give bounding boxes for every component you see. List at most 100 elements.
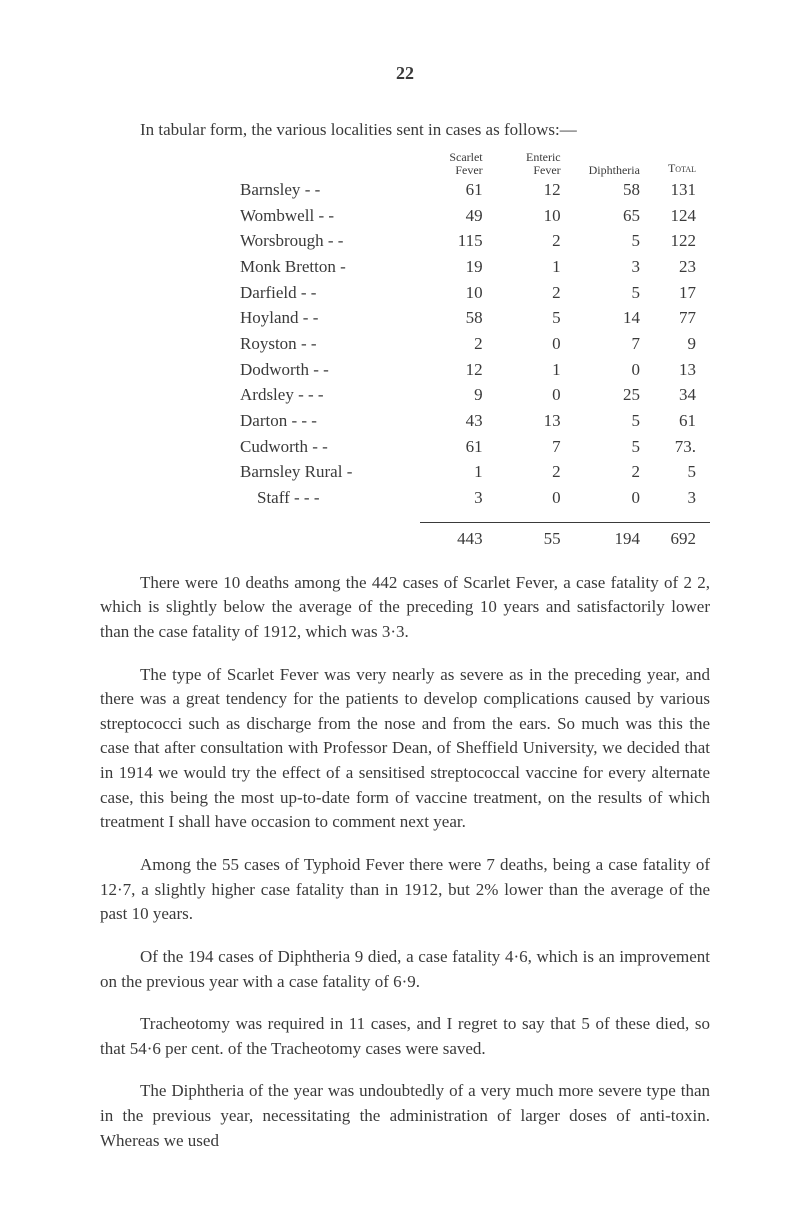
table-row: Cudworth - - 61 7 5 73. [240, 435, 710, 461]
cell-scarlet: 61 [420, 178, 497, 204]
paragraph-diphtheria: Of the 194 cases of Diphtheria 9 died, a… [100, 945, 710, 994]
cell-diphtheria: 5 [575, 281, 654, 307]
cell-scarlet: 49 [420, 204, 497, 230]
cell-grand-total: 692 [654, 522, 710, 552]
cell-enteric: 13 [497, 409, 575, 435]
table-row: Darton - - - 43 13 5 61 [240, 409, 710, 435]
cell-diphtheria: 5 [575, 229, 654, 255]
cell-total: 122 [654, 229, 710, 255]
paragraph-scarlet-fever-deaths: There were 10 deaths among the 442 cases… [100, 571, 710, 645]
cell-scarlet: 115 [420, 229, 497, 255]
cell-scarlet: 3 [420, 486, 497, 517]
table-row: Royston - - 2 0 7 9 [240, 332, 710, 358]
cell-enteric: 1 [497, 358, 575, 384]
cell-enteric-total: 55 [497, 522, 575, 552]
paragraph-typhoid: Among the 55 cases of Typhoid Fever ther… [100, 853, 710, 927]
cell-enteric: 2 [497, 460, 575, 486]
cell-enteric: 2 [497, 229, 575, 255]
localities-table: Scarlet Fever Enteric Fever Diphtheria T… [240, 151, 710, 553]
paragraph-diphtheria-severe: The Diphtheria of the year was undoubted… [100, 1079, 710, 1153]
table-row: Barnsley - - 61 12 58 131 [240, 178, 710, 204]
cell-locality: Ardsley - - - [240, 383, 420, 409]
cell-locality: Barnsley Rural - [240, 460, 420, 486]
intro-paragraph: In tabular form, the various localities … [100, 118, 710, 143]
cell-total: 9 [654, 332, 710, 358]
cell-locality: Worsbrough - - [240, 229, 420, 255]
cell-total: 17 [654, 281, 710, 307]
cell-enteric: 2 [497, 281, 575, 307]
cell-diphtheria: 0 [575, 486, 654, 517]
cell-total: 13 [654, 358, 710, 384]
col-header-blank [240, 151, 420, 178]
paragraph-tracheotomy: Tracheotomy was required in 11 cases, an… [100, 1012, 710, 1061]
cell-locality: Cudworth - - [240, 435, 420, 461]
cell-enteric: 0 [497, 486, 575, 517]
paragraph-scarlet-fever-type: The type of Scarlet Fever was very nearl… [100, 663, 710, 835]
cell-diphtheria: 58 [575, 178, 654, 204]
cell-scarlet: 2 [420, 332, 497, 358]
cell-scarlet: 61 [420, 435, 497, 461]
cell-enteric: 5 [497, 306, 575, 332]
table-header-row: Scarlet Fever Enteric Fever Diphtheria T… [240, 151, 710, 178]
cell-total: 61 [654, 409, 710, 435]
cell-enteric: 12 [497, 178, 575, 204]
cell-diphtheria: 2 [575, 460, 654, 486]
table-total-row: 443 55 194 692 [240, 522, 710, 552]
cell-total: 73. [654, 435, 710, 461]
cell-scarlet: 9 [420, 383, 497, 409]
cell-diphtheria: 65 [575, 204, 654, 230]
cell-locality: Darton - - - [240, 409, 420, 435]
cell-diphtheria: 14 [575, 306, 654, 332]
localities-table-wrap: Scarlet Fever Enteric Fever Diphtheria T… [240, 151, 710, 553]
page-number: 22 [100, 60, 710, 86]
cell-total: 23 [654, 255, 710, 281]
cell-locality: Hoyland - - [240, 306, 420, 332]
cell-diphtheria: 5 [575, 435, 654, 461]
col-header-scarlet: Scarlet Fever [420, 151, 497, 178]
cell-diphtheria: 7 [575, 332, 654, 358]
cell-scarlet: 58 [420, 306, 497, 332]
cell-diphtheria: 3 [575, 255, 654, 281]
cell-total: 131 [654, 178, 710, 204]
cell-scarlet: 43 [420, 409, 497, 435]
table-row: Monk Bretton - 19 1 3 23 [240, 255, 710, 281]
cell-enteric: 10 [497, 204, 575, 230]
table-row: Staff - - - 3 0 0 3 [240, 486, 710, 517]
cell-locality: Barnsley - - [240, 178, 420, 204]
cell-total-label [240, 522, 420, 552]
cell-scarlet: 12 [420, 358, 497, 384]
cell-scarlet-total: 443 [420, 522, 497, 552]
cell-locality: Royston - - [240, 332, 420, 358]
cell-scarlet: 19 [420, 255, 497, 281]
cell-enteric: 0 [497, 332, 575, 358]
table-row: Worsbrough - - 115 2 5 122 [240, 229, 710, 255]
table-row: Darfield - - 10 2 5 17 [240, 281, 710, 307]
cell-enteric: 0 [497, 383, 575, 409]
cell-total: 34 [654, 383, 710, 409]
cell-scarlet: 10 [420, 281, 497, 307]
cell-total: 5 [654, 460, 710, 486]
col-header-enteric: Enteric Fever [497, 151, 575, 178]
cell-enteric: 7 [497, 435, 575, 461]
table-row: Ardsley - - - 9 0 25 34 [240, 383, 710, 409]
cell-total: 3 [654, 486, 710, 517]
cell-diphtheria: 5 [575, 409, 654, 435]
cell-total: 124 [654, 204, 710, 230]
col-header-diphtheria: Diphtheria [575, 151, 654, 178]
table-row: Hoyland - - 58 5 14 77 [240, 306, 710, 332]
cell-locality: Darfield - - [240, 281, 420, 307]
cell-locality: Monk Bretton - [240, 255, 420, 281]
col-header-total: Total [654, 151, 710, 178]
cell-diphtheria-total: 194 [575, 522, 654, 552]
table-row: Dodworth - - 12 1 0 13 [240, 358, 710, 384]
cell-diphtheria: 25 [575, 383, 654, 409]
cell-locality: Dodworth - - [240, 358, 420, 384]
cell-locality: Wombwell - - [240, 204, 420, 230]
cell-scarlet: 1 [420, 460, 497, 486]
table-row: Wombwell - - 49 10 65 124 [240, 204, 710, 230]
cell-total: 77 [654, 306, 710, 332]
cell-locality: Staff - - - [240, 486, 420, 517]
cell-diphtheria: 0 [575, 358, 654, 384]
cell-enteric: 1 [497, 255, 575, 281]
table-row: Barnsley Rural - 1 2 2 5 [240, 460, 710, 486]
